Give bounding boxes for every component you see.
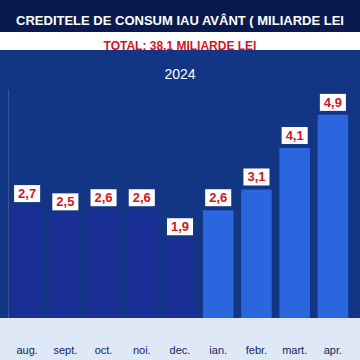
svg-text:2024: 2024 bbox=[164, 66, 195, 82]
svg-text:CREDITELE DE CONSUM IAU AVÂNT: CREDITELE DE CONSUM IAU AVÂNT ( MILIARDE… bbox=[16, 13, 344, 28]
svg-text:febr.: febr. bbox=[246, 344, 267, 356]
svg-text:2,6: 2,6 bbox=[133, 190, 151, 205]
svg-text:2,6: 2,6 bbox=[95, 190, 113, 205]
svg-text:4,1: 4,1 bbox=[286, 128, 304, 143]
svg-text:oct.: oct. bbox=[95, 344, 113, 356]
svg-text:2,6: 2,6 bbox=[209, 190, 227, 205]
svg-text:2,5: 2,5 bbox=[56, 194, 74, 209]
svg-text:4,9: 4,9 bbox=[324, 95, 342, 110]
svg-text:sept.: sept. bbox=[53, 344, 77, 356]
svg-text:apr.: apr. bbox=[324, 344, 342, 356]
svg-text:3,1: 3,1 bbox=[247, 169, 265, 184]
svg-text:ian.: ian. bbox=[209, 344, 227, 356]
svg-text:TOTAL: 38,1 MILIARDE LEI: TOTAL: 38,1 MILIARDE LEI bbox=[104, 39, 257, 53]
svg-text:noi.: noi. bbox=[133, 344, 151, 356]
svg-text:1,9: 1,9 bbox=[171, 219, 189, 234]
svg-text:mart.: mart. bbox=[282, 344, 307, 356]
svg-text:2,7: 2,7 bbox=[18, 186, 36, 201]
svg-text:aug.: aug. bbox=[16, 344, 37, 356]
svg-text:dec.: dec. bbox=[170, 344, 191, 356]
